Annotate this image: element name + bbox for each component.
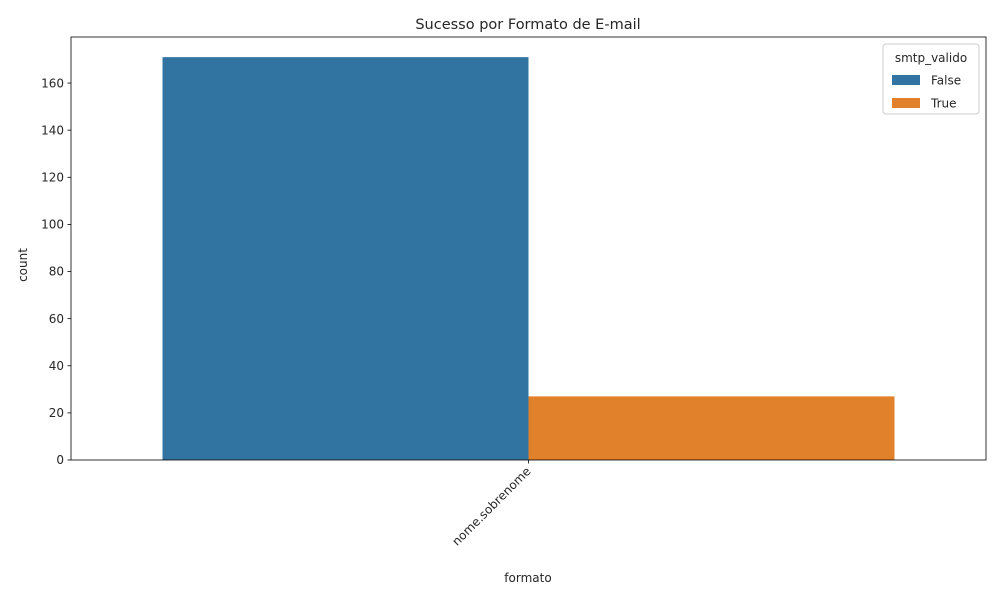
y-axis-label: count: [16, 248, 30, 282]
y-tick-label: 80: [49, 265, 64, 279]
y-tick-label: 160: [41, 76, 64, 90]
bars-layer: [162, 57, 895, 461]
legend-swatch-false: [892, 75, 920, 85]
y-tick-label: 120: [41, 170, 64, 184]
x-axis-label: formato: [504, 571, 551, 585]
y-tick-label: 20: [49, 406, 64, 420]
legend-box: [882, 43, 980, 115]
legend-label-true: True: [930, 97, 957, 111]
y-tick-label: 140: [41, 123, 64, 137]
y-tick-label: 0: [56, 453, 64, 467]
legend-title: smtp_valido: [895, 51, 967, 65]
y-ticks: 0 20 40 60 80 100 120 140 160: [41, 76, 71, 467]
bar-false-1: [162, 57, 529, 461]
legend-label-false: False: [931, 74, 961, 88]
x-tick-label: nome.sobrenome: [449, 464, 533, 548]
bar-true-1: [528, 396, 895, 460]
y-tick-label: 40: [49, 359, 64, 373]
y-tick-label: 100: [41, 218, 64, 232]
legend: smtp_valido False True: [882, 43, 980, 115]
legend-swatch-true: [892, 98, 920, 108]
y-tick-label: 60: [49, 312, 64, 326]
chart-title: Sucesso por Formato de E-mail: [415, 17, 640, 33]
x-ticks: nome.sobrenome: [449, 460, 534, 548]
